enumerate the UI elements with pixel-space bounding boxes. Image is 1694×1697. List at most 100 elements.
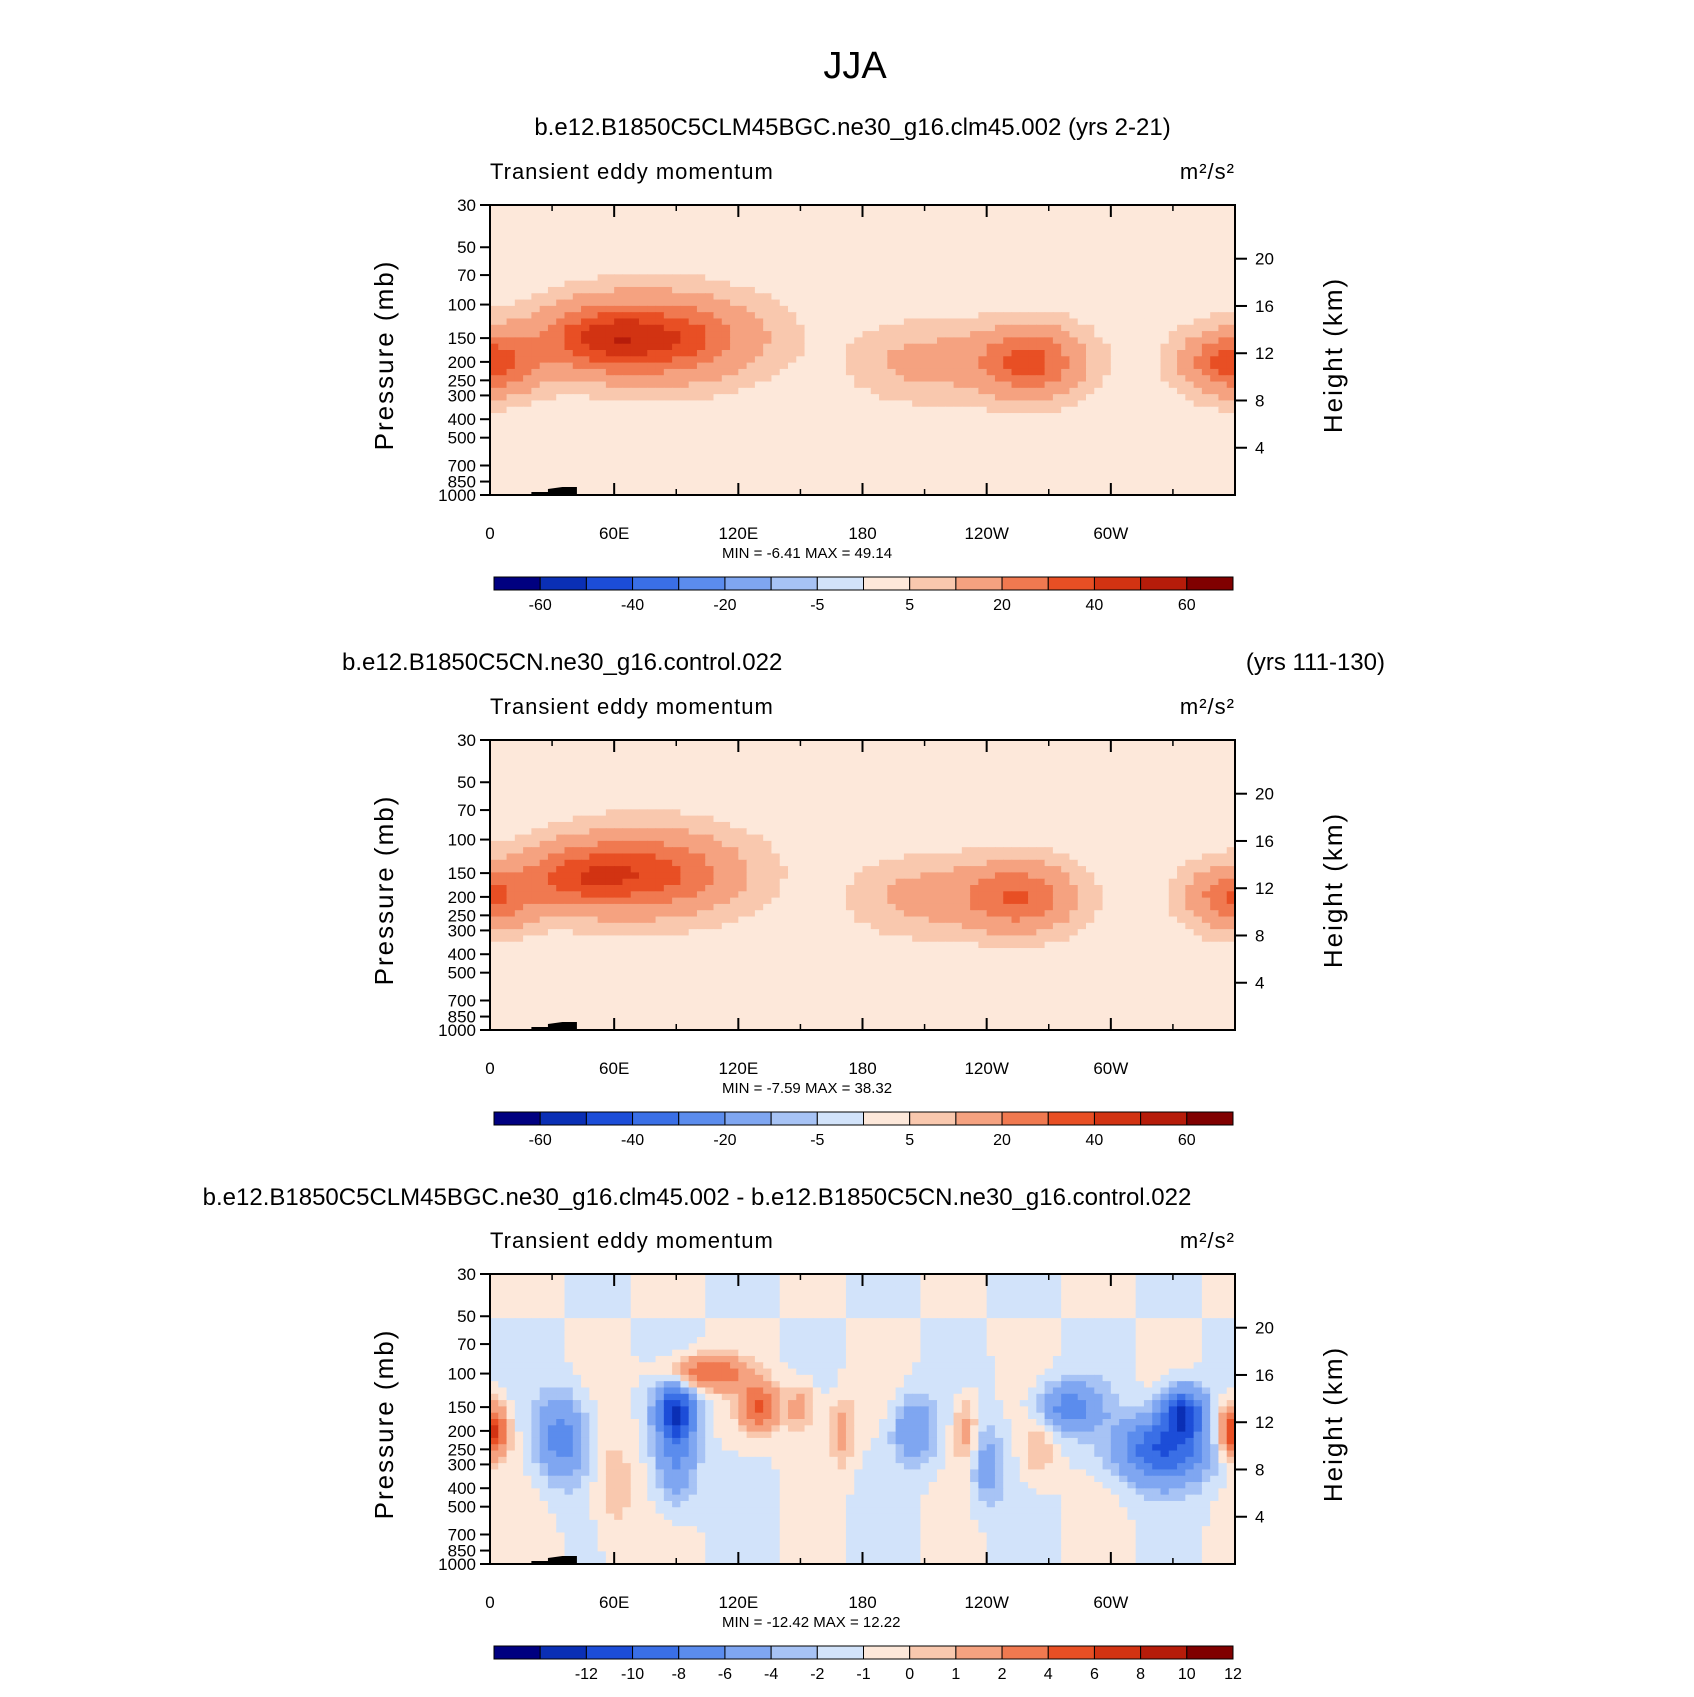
field-cell bbox=[1011, 413, 1021, 420]
field-cell bbox=[804, 400, 814, 408]
field-cell bbox=[572, 463, 582, 471]
field-cell bbox=[1185, 280, 1195, 288]
field-cell bbox=[821, 261, 830, 269]
field-cell bbox=[788, 280, 797, 288]
field-cell bbox=[986, 255, 996, 263]
field-cell bbox=[1152, 375, 1162, 383]
field-cell bbox=[845, 268, 855, 275]
field-cell bbox=[630, 387, 640, 395]
field-cell bbox=[605, 406, 615, 414]
field-cell bbox=[961, 765, 971, 773]
field-cell bbox=[1193, 469, 1203, 477]
field-cell bbox=[771, 217, 781, 225]
field-cell bbox=[1052, 457, 1062, 465]
field-cell bbox=[796, 274, 806, 282]
field-cell bbox=[614, 771, 624, 779]
field-cell bbox=[887, 469, 897, 477]
field-cell bbox=[663, 261, 673, 269]
field-cell bbox=[754, 419, 764, 427]
field-cell bbox=[895, 312, 905, 320]
field-cell bbox=[705, 444, 715, 452]
field-cell bbox=[1011, 318, 1021, 326]
field-cell bbox=[1127, 431, 1137, 439]
field-cell bbox=[845, 765, 855, 773]
field-cell bbox=[688, 394, 698, 402]
field-cell bbox=[1061, 413, 1071, 420]
field-cell bbox=[994, 362, 1004, 370]
field-cell bbox=[514, 457, 524, 465]
field-cell bbox=[829, 438, 839, 446]
field-cell bbox=[1052, 236, 1062, 244]
field-cell bbox=[1226, 413, 1236, 420]
field-cell bbox=[738, 230, 748, 238]
field-cell bbox=[1028, 318, 1037, 326]
field-cell bbox=[1201, 261, 1211, 269]
field-cell bbox=[821, 280, 830, 288]
field-cell bbox=[1061, 356, 1071, 364]
field-cell bbox=[647, 286, 657, 294]
field-cell bbox=[1077, 406, 1087, 414]
field-cell bbox=[630, 476, 640, 483]
field-cell bbox=[887, 457, 897, 465]
field-cell bbox=[1160, 362, 1170, 370]
field-cell bbox=[1185, 362, 1195, 370]
field-cell bbox=[1193, 488, 1203, 496]
field-cell bbox=[821, 268, 830, 275]
field-cell bbox=[920, 469, 930, 477]
field-cell bbox=[1086, 261, 1095, 269]
field-cell bbox=[912, 211, 922, 219]
field-cell bbox=[970, 469, 979, 477]
field-cell bbox=[978, 413, 988, 420]
field-cell bbox=[531, 312, 541, 320]
field-cell bbox=[1135, 444, 1145, 452]
field-cell bbox=[1086, 337, 1095, 345]
field-cell bbox=[1226, 280, 1236, 288]
field-cell bbox=[945, 387, 955, 395]
field-cell bbox=[614, 255, 624, 263]
field-cell bbox=[1152, 205, 1162, 212]
field-cell bbox=[630, 242, 640, 250]
field-cell bbox=[663, 217, 673, 225]
field-cell bbox=[1143, 777, 1153, 785]
field-cell bbox=[696, 444, 706, 452]
field-cell bbox=[796, 400, 806, 408]
field-cell bbox=[746, 431, 756, 439]
field-cell bbox=[1218, 205, 1228, 212]
field-cell bbox=[1102, 413, 1112, 420]
colorbar-swatch bbox=[1093, 576, 1142, 591]
field-cell bbox=[531, 305, 541, 313]
field-cell bbox=[622, 777, 632, 785]
field-cell bbox=[1069, 381, 1079, 389]
field-cell bbox=[523, 469, 532, 477]
field-cell bbox=[1044, 343, 1054, 351]
field-cell bbox=[1226, 324, 1236, 332]
field-cell bbox=[1185, 438, 1195, 446]
field-cell bbox=[903, 331, 913, 338]
field-cell bbox=[655, 413, 665, 420]
field-cell bbox=[1003, 375, 1013, 383]
field-cell bbox=[589, 444, 599, 452]
field-cell bbox=[1011, 293, 1021, 301]
field-cell bbox=[630, 362, 640, 370]
field-cell bbox=[879, 438, 888, 446]
colorbar-swatch bbox=[539, 576, 587, 591]
field-cell bbox=[821, 488, 830, 496]
field-cell bbox=[812, 217, 822, 225]
field-cell bbox=[1077, 752, 1087, 760]
field-cell bbox=[1102, 438, 1112, 446]
field-cell bbox=[1044, 784, 1054, 792]
field-cell bbox=[978, 457, 988, 465]
field-cell bbox=[539, 205, 549, 212]
field-cell bbox=[845, 312, 855, 320]
field-cell bbox=[1086, 318, 1095, 326]
field-cell bbox=[961, 488, 971, 496]
field-cell bbox=[837, 356, 847, 364]
field-cell bbox=[829, 223, 839, 231]
field-cell bbox=[771, 777, 781, 785]
field-cell bbox=[572, 765, 582, 773]
field-cell bbox=[1135, 350, 1145, 357]
field-cell bbox=[986, 476, 996, 483]
field-cell bbox=[1226, 463, 1236, 471]
field-cell bbox=[854, 784, 864, 792]
field-cell bbox=[1218, 230, 1228, 238]
